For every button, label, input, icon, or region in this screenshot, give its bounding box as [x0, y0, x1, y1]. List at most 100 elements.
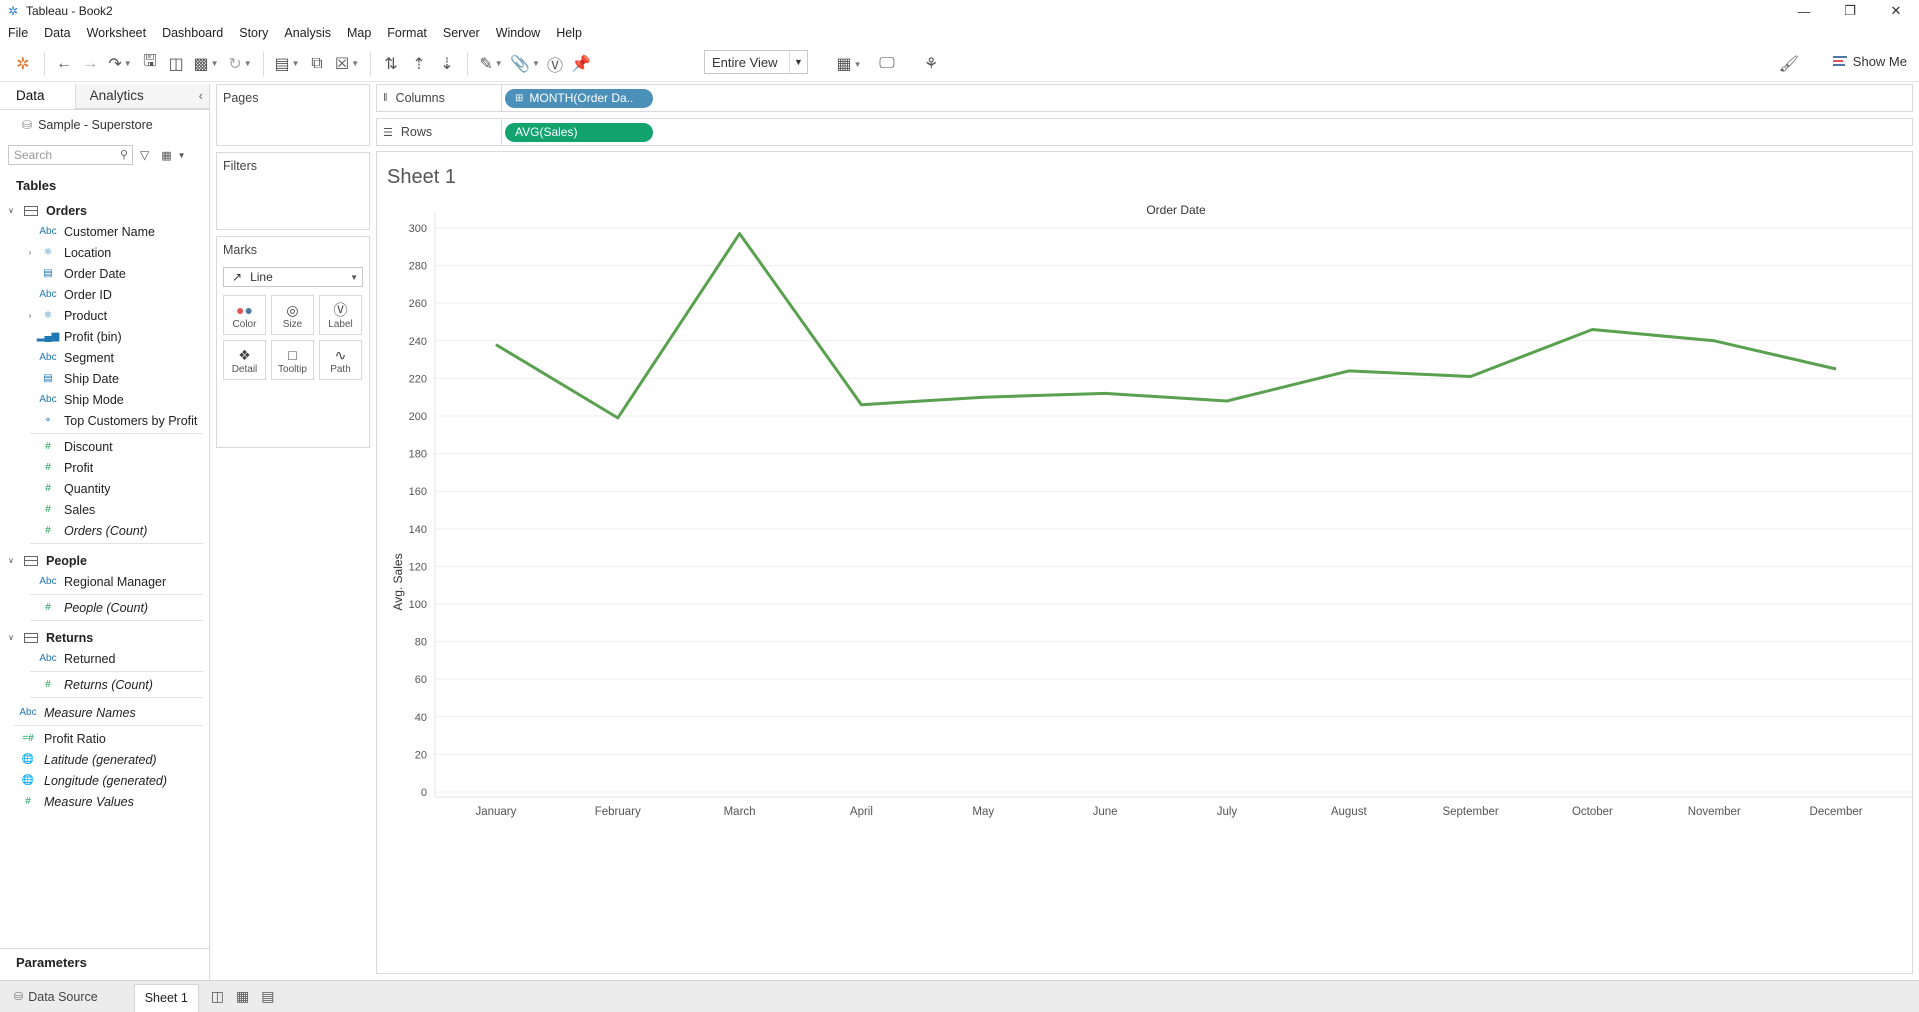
new-worksheet-icon[interactable]: ◫ — [210, 988, 225, 1004]
field-item[interactable]: Abc Regional Manager — [0, 571, 209, 592]
menu-map[interactable]: Map — [346, 26, 372, 40]
color-label: Color — [232, 318, 257, 330]
series-line[interactable] — [495, 232, 1837, 420]
field-item[interactable]: ▤ Ship Date — [0, 368, 209, 389]
fix-axes-icon[interactable]: 📌 — [571, 55, 591, 73]
field-item[interactable]: Abc Customer Name — [0, 221, 209, 242]
pause-updates-icon[interactable]: ▩ ▼ — [193, 55, 219, 73]
field-item[interactable]: Abc Returned — [0, 648, 209, 669]
chevron-down-icon[interactable]: ∨ — [8, 206, 14, 215]
tab-analytics[interactable]: Analytics — [75, 84, 209, 109]
group-members-icon[interactable]: 📎 ▼ — [510, 55, 540, 73]
swap-rows-columns-icon[interactable]: ⇅ — [384, 55, 398, 73]
close-icon[interactable]: ✕ — [1890, 3, 1902, 18]
field-item[interactable]: › ⚛ Product — [0, 305, 209, 326]
field-item[interactable]: # Orders (Count) — [0, 520, 209, 541]
chevron-down-icon[interactable]: ∨ — [8, 633, 14, 642]
tab-data-source[interactable]: ⛁ Data Source — [4, 984, 108, 1010]
chevron-down-icon[interactable]: ∨ — [8, 556, 14, 565]
menu-file[interactable]: File — [8, 26, 29, 40]
field-item[interactable]: # Returns (Count) — [0, 674, 209, 695]
field-item[interactable]: Abc Segment — [0, 347, 209, 368]
show-me-button[interactable]: Show Me — [1832, 54, 1907, 69]
sort-descending-icon[interactable]: ⇣ — [440, 55, 454, 73]
field-item[interactable]: # People (Count) — [0, 597, 209, 618]
field-item[interactable]: ⚬ Top Customers by Profit — [0, 410, 209, 431]
pages-card[interactable]: Pages — [216, 84, 370, 146]
menu-analysis[interactable]: Analysis — [284, 26, 331, 40]
format-workbook-icon[interactable]: 🖌 — [1778, 56, 1799, 73]
chevron-right-icon[interactable]: › — [28, 311, 32, 320]
field-item[interactable]: # Profit — [0, 457, 209, 478]
field-item[interactable]: # Sales — [0, 499, 209, 520]
menu-story[interactable]: Story — [239, 26, 269, 40]
filters-card[interactable]: Filters — [216, 152, 370, 230]
undo-icon[interactable]: ← — [56, 54, 72, 72]
field-item[interactable]: 🌐 Longitude (generated) — [0, 770, 209, 791]
tab-data[interactable]: Data — [0, 84, 76, 109]
tableau-home-icon[interactable]: ✲ — [16, 55, 30, 73]
share-icon[interactable]: ⚘ — [923, 56, 939, 73]
field-item[interactable]: # Quantity — [0, 478, 209, 499]
field-item[interactable]: # Measure Values — [0, 791, 209, 812]
highlight-icon[interactable]: ✎ ▼ — [479, 55, 503, 73]
field-item[interactable]: # Discount — [0, 436, 209, 457]
rows-shelf[interactable]: ☰ Rows AVG(Sales) — [376, 118, 1913, 146]
menu-dashboard[interactable]: Dashboard — [162, 26, 224, 40]
search-input[interactable]: Search ⚲ — [8, 145, 133, 165]
rows-pill[interactable]: AVG(Sales) — [505, 122, 653, 142]
field-item[interactable]: › ⚛ Location — [0, 242, 209, 263]
size-button[interactable]: ◎ Size — [271, 295, 314, 335]
new-worksheet-icon[interactable]: ▤ ▼ — [274, 55, 300, 73]
show-labels-icon[interactable]: Ⓥ — [546, 57, 563, 75]
field-item[interactable]: ▂▄▆ Profit (bin) — [0, 326, 209, 347]
tooltip-button[interactable]: □ Tooltip — [271, 340, 314, 380]
tab-sheet-1[interactable]: Sheet 1 — [133, 983, 199, 1012]
menu-help[interactable]: Help — [556, 26, 582, 40]
redo-icon[interactable]: → — [82, 54, 98, 72]
show-cards-icon[interactable]: ▦ ▼ — [836, 56, 862, 73]
columns-shelf[interactable]: ‖ Columns ⊞ MONTH(Order Da.. — [376, 84, 1913, 112]
new-dashboard-icon[interactable]: ▦ — [236, 988, 250, 1004]
refresh-icon[interactable]: ↻ ▼ — [228, 55, 252, 73]
chevron-down-icon[interactable]: ▼ — [177, 150, 186, 160]
columns-pill[interactable]: ⊞ MONTH(Order Da.. — [505, 88, 653, 108]
mark-type-select[interactable]: ↗ Line ▼ — [223, 267, 363, 287]
detail-button[interactable]: ❖ Detail — [223, 340, 266, 380]
presentation-mode-icon[interactable]: 🖵 — [879, 55, 895, 72]
collapse-pane-icon[interactable]: ‹ — [198, 88, 203, 103]
new-datasource-icon[interactable]: ◫ — [168, 55, 184, 73]
menu-data[interactable]: Data — [44, 26, 71, 40]
color-button[interactable]: ●● Color — [223, 295, 266, 335]
duplicate-sheet-icon[interactable]: ⧉ — [311, 54, 323, 72]
new-story-icon[interactable]: ▤ — [261, 988, 275, 1004]
table-orders[interactable]: ∨ Orders — [0, 200, 209, 221]
datasource-item[interactable]: ⛁ Sample - Superstore — [0, 110, 209, 140]
label-button[interactable]: Ⓥ Label — [319, 295, 362, 335]
menu-window[interactable]: Window — [495, 26, 541, 40]
field-item[interactable]: Abc Ship Mode — [0, 389, 209, 410]
field-item[interactable]: Abc Order ID — [0, 284, 209, 305]
table-people[interactable]: ∨ People — [0, 550, 209, 571]
filter-icon[interactable]: ▽ — [140, 148, 150, 162]
menu-server[interactable]: Server — [442, 26, 480, 40]
clear-sheet-icon[interactable]: ☒ ▼ — [334, 55, 360, 73]
x-tick-label: March — [724, 806, 756, 818]
chevron-right-icon[interactable]: › — [28, 248, 32, 257]
replay-icon[interactable]: ↷ ▼ — [108, 55, 132, 73]
minimize-icon[interactable]: — — [1797, 3, 1811, 19]
field-item[interactable]: =# Profit Ratio — [0, 728, 209, 749]
field-item[interactable]: Abc Measure Names — [0, 702, 209, 723]
field-item[interactable]: ▤ Order Date — [0, 263, 209, 284]
menu-worksheet[interactable]: Worksheet — [86, 26, 147, 40]
view-mode-icon[interactable]: ▦ — [161, 149, 172, 162]
fit-view-select[interactable]: Entire View ▼ — [704, 50, 808, 74]
sort-ascending-icon[interactable]: ⇡ — [412, 55, 426, 73]
mark-buttons: ●● Color ◎ Size Ⓥ Label ❖ Detail □ Toolt… — [223, 295, 363, 380]
table-returns[interactable]: ∨ Returns — [0, 627, 209, 648]
restore-icon[interactable]: ❐ — [1844, 3, 1856, 18]
field-item[interactable]: 🌐 Latitude (generated) — [0, 749, 209, 770]
menu-format[interactable]: Format — [387, 26, 427, 40]
path-button[interactable]: ∿ Path — [319, 340, 362, 380]
save-icon[interactable]: 🖫 — [143, 53, 157, 70]
